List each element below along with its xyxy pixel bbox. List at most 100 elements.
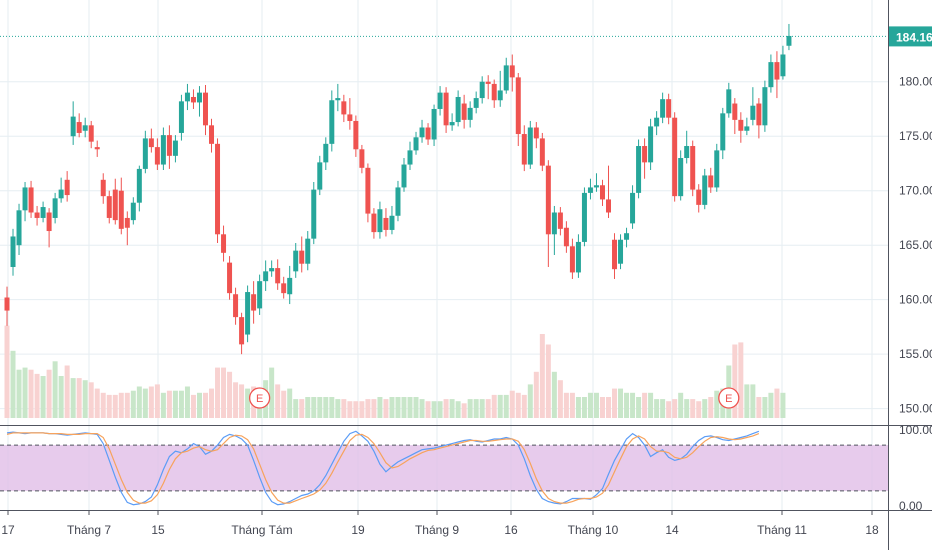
oscillator-axis[interactable]: 100.00 0.00 xyxy=(899,423,932,513)
volume-bar xyxy=(702,399,708,418)
candle xyxy=(587,178,593,200)
candle-body xyxy=(702,175,708,205)
candle-body xyxy=(527,127,533,165)
candle-body xyxy=(599,185,605,200)
candle xyxy=(70,101,76,145)
candle xyxy=(215,138,221,244)
candle-body xyxy=(732,103,738,120)
candle xyxy=(606,165,611,218)
candle-body xyxy=(593,185,599,188)
candle-body xyxy=(654,117,660,127)
volume-bar xyxy=(389,397,395,418)
candle-body xyxy=(684,146,690,159)
candle xyxy=(142,130,148,174)
volume-bar xyxy=(160,392,166,418)
volume-bar xyxy=(545,344,551,418)
candle xyxy=(323,137,329,170)
candle xyxy=(539,132,545,172)
candle-body xyxy=(714,150,720,188)
oscillator-band xyxy=(0,444,888,492)
candle-body xyxy=(756,103,762,126)
candle xyxy=(160,127,166,170)
volume-bar xyxy=(317,397,323,418)
candle xyxy=(341,94,347,123)
candle-body xyxy=(239,317,245,345)
earnings-marker[interactable]: E xyxy=(718,387,740,409)
candle-body xyxy=(666,99,672,118)
candle xyxy=(660,92,666,124)
oscillator-pane[interactable] xyxy=(0,430,932,511)
candle xyxy=(413,131,419,155)
candle-body xyxy=(630,192,636,224)
time-tick-label: Tháng 11 xyxy=(757,523,807,537)
volume-bar xyxy=(106,394,112,418)
candle xyxy=(720,107,726,160)
candle xyxy=(299,236,305,273)
candle xyxy=(4,286,10,326)
candle-body xyxy=(184,92,190,102)
candle xyxy=(696,184,702,213)
candle-body xyxy=(642,146,648,163)
candle-body xyxy=(443,92,449,126)
candle-body xyxy=(395,187,401,216)
volume-bar xyxy=(94,388,100,418)
candle-body xyxy=(142,138,148,169)
volume-bar xyxy=(371,399,377,418)
candle-body xyxy=(227,262,233,294)
candle xyxy=(569,238,575,279)
time-axis[interactable]: 17 Tháng 7 15 Tháng Tám 19 Tháng 9 16 Tháng 10 1… xyxy=(1,511,879,537)
candle-body xyxy=(22,187,28,211)
volume-bar xyxy=(202,392,208,418)
candle-body xyxy=(551,212,557,235)
candle xyxy=(503,57,509,94)
candle-body xyxy=(28,187,34,213)
volume-bar xyxy=(245,388,251,418)
candle-body xyxy=(762,87,768,126)
candle xyxy=(251,281,257,324)
candle-body xyxy=(257,281,263,309)
candle xyxy=(756,98,762,139)
volume-bar xyxy=(738,342,744,418)
price-axis[interactable]: 150.00 155.00 160.00 165.00 170.00 175.00 180.… xyxy=(889,26,932,416)
volume-bar xyxy=(557,380,563,418)
candle xyxy=(473,91,479,114)
candle xyxy=(678,150,684,201)
earnings-marker[interactable]: E xyxy=(248,387,271,409)
volume-bar xyxy=(744,384,750,418)
candle-body xyxy=(76,122,82,133)
volume-bar xyxy=(443,399,449,418)
volume-bar xyxy=(407,397,413,418)
candle-body xyxy=(299,250,305,264)
candle-body xyxy=(515,77,521,135)
volume-bar xyxy=(209,388,215,418)
candle-body xyxy=(88,125,94,142)
candle xyxy=(684,130,690,164)
candle xyxy=(22,181,28,222)
volume-bar xyxy=(323,397,329,418)
candle xyxy=(545,160,551,267)
candle-body xyxy=(347,114,353,121)
candle xyxy=(551,205,557,255)
candle xyxy=(467,101,473,128)
candle xyxy=(275,259,281,290)
candle xyxy=(263,260,269,291)
candle xyxy=(401,158,407,192)
last-price-label-bg xyxy=(889,26,932,47)
candle xyxy=(281,276,287,299)
candle-body xyxy=(341,101,347,115)
candle xyxy=(593,173,599,192)
candle-body xyxy=(251,294,257,311)
volume-bar xyxy=(413,397,419,418)
candle xyxy=(666,93,672,125)
candle xyxy=(407,141,413,170)
volume-bar xyxy=(485,399,491,418)
candle xyxy=(233,287,239,325)
candle-body xyxy=(738,119,744,131)
stoch-d-line xyxy=(6,432,760,504)
volume-bar xyxy=(100,392,106,418)
candle xyxy=(509,54,515,92)
